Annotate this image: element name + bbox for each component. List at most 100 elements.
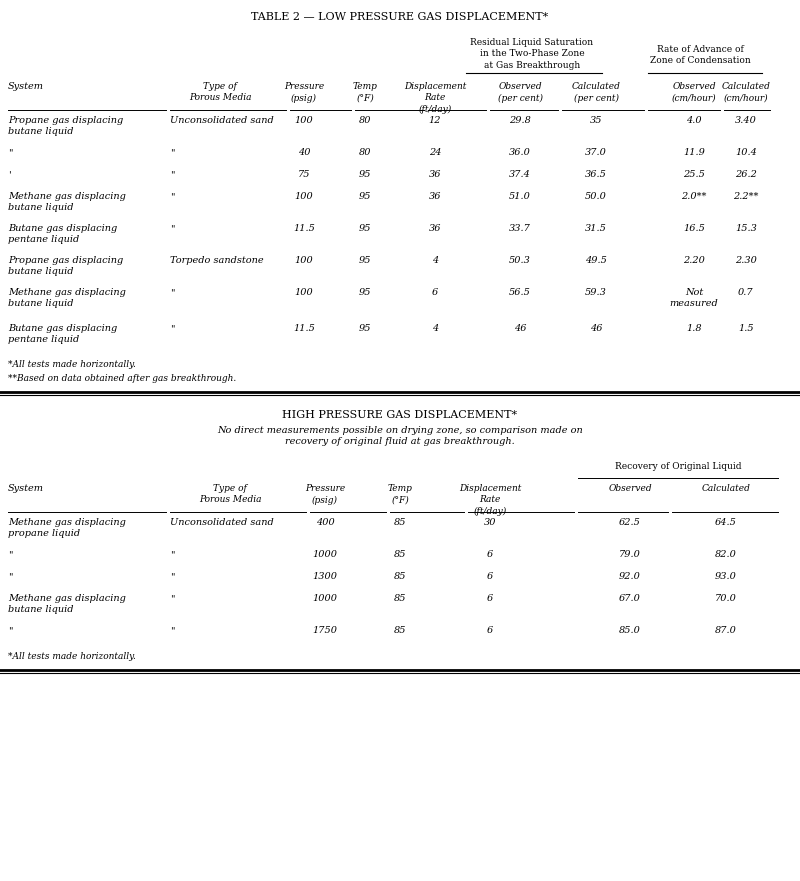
Text: 100: 100 [294, 192, 314, 201]
Text: 26.2: 26.2 [735, 170, 757, 179]
Text: 56.5: 56.5 [509, 288, 531, 297]
Text: 67.0: 67.0 [619, 594, 641, 603]
Text: 36: 36 [429, 170, 442, 179]
Text: Temp
(°F): Temp (°F) [387, 484, 413, 505]
Text: 46: 46 [590, 324, 602, 333]
Text: 85: 85 [394, 550, 406, 559]
Text: Calculated: Calculated [702, 484, 750, 493]
Text: 400: 400 [316, 518, 334, 527]
Text: ": " [170, 148, 174, 157]
Text: ": " [8, 626, 13, 635]
Text: No direct measurements possible on drying zone, so comparison made on
recovery o: No direct measurements possible on dryin… [217, 426, 583, 447]
Text: 75: 75 [298, 170, 310, 179]
Text: 50.0: 50.0 [585, 192, 607, 201]
Text: Not
measured: Not measured [670, 288, 718, 308]
Text: 3.40: 3.40 [735, 116, 757, 125]
Text: Calculated
(per cent): Calculated (per cent) [571, 82, 621, 102]
Text: 1.8: 1.8 [686, 324, 702, 333]
Text: Propane gas displacing
butane liquid: Propane gas displacing butane liquid [8, 116, 123, 137]
Text: Residual Liquid Saturation
in the Two-Phase Zone
at Gas Breakthrough: Residual Liquid Saturation in the Two-Ph… [470, 38, 594, 70]
Text: *All tests made horizontally.: *All tests made horizontally. [8, 360, 136, 369]
Text: 2.0**: 2.0** [682, 192, 706, 201]
Text: ": " [8, 550, 13, 559]
Text: 95: 95 [358, 324, 371, 333]
Text: 46: 46 [514, 324, 526, 333]
Text: 85.0: 85.0 [619, 626, 641, 635]
Text: ": " [170, 224, 174, 233]
Text: Unconsolidated sand: Unconsolidated sand [170, 518, 274, 527]
Text: 49.5: 49.5 [585, 256, 607, 265]
Text: ": " [170, 626, 174, 635]
Text: Methane gas displacing
butane liquid: Methane gas displacing butane liquid [8, 594, 126, 614]
Text: Type of
Porous Media: Type of Porous Media [198, 484, 262, 505]
Text: 92.0: 92.0 [619, 572, 641, 581]
Text: Observed
(cm/hour): Observed (cm/hour) [672, 82, 716, 102]
Text: 33.7: 33.7 [509, 224, 531, 233]
Text: 100: 100 [294, 116, 314, 125]
Text: 16.5: 16.5 [683, 224, 705, 233]
Text: Observed: Observed [608, 484, 652, 493]
Text: 85: 85 [394, 572, 406, 581]
Text: ": " [170, 288, 174, 297]
Text: 37.4: 37.4 [509, 170, 531, 179]
Text: Torpedo sandstone: Torpedo sandstone [170, 256, 264, 265]
Text: 93.0: 93.0 [715, 572, 737, 581]
Text: 35: 35 [590, 116, 602, 125]
Text: System: System [8, 484, 44, 493]
Text: 11.9: 11.9 [683, 148, 705, 157]
Text: 80: 80 [358, 116, 371, 125]
Text: 4.0: 4.0 [686, 116, 702, 125]
Text: 85: 85 [394, 594, 406, 603]
Text: 82.0: 82.0 [715, 550, 737, 559]
Text: 12: 12 [429, 116, 442, 125]
Text: Methane gas displacing
butane liquid: Methane gas displacing butane liquid [8, 192, 126, 212]
Text: Temp
(°F): Temp (°F) [353, 82, 378, 102]
Text: 70.0: 70.0 [715, 594, 737, 603]
Text: 36: 36 [429, 224, 442, 233]
Text: TABLE 2 — LOW PRESSURE GAS DISPLACEMENT*: TABLE 2 — LOW PRESSURE GAS DISPLACEMENT* [251, 12, 549, 22]
Text: 15.3: 15.3 [735, 224, 757, 233]
Text: *All tests made horizontally.: *All tests made horizontally. [8, 652, 136, 661]
Text: Displacement
Rate
(ft/day): Displacement Rate (ft/day) [459, 484, 521, 516]
Text: 85: 85 [394, 626, 406, 635]
Text: Calculated
(cm/hour): Calculated (cm/hour) [722, 82, 770, 102]
Text: 6: 6 [432, 288, 438, 297]
Text: 79.0: 79.0 [619, 550, 641, 559]
Text: ": " [170, 324, 174, 333]
Text: 4: 4 [432, 256, 438, 265]
Text: HIGH PRESSURE GAS DISPLACEMENT*: HIGH PRESSURE GAS DISPLACEMENT* [282, 410, 518, 420]
Text: ": " [8, 572, 13, 581]
Text: Recovery of Original Liquid: Recovery of Original Liquid [614, 462, 742, 471]
Text: 100: 100 [294, 288, 314, 297]
Text: Pressure
(psig): Pressure (psig) [284, 82, 324, 102]
Text: 87.0: 87.0 [715, 626, 737, 635]
Text: Butane gas displacing
pentane liquid: Butane gas displacing pentane liquid [8, 224, 118, 244]
Text: System: System [8, 82, 44, 91]
Text: Rate of Advance of
Zone of Condensation: Rate of Advance of Zone of Condensation [650, 45, 750, 65]
Text: 1000: 1000 [313, 594, 338, 603]
Text: 11.5: 11.5 [293, 224, 315, 233]
Text: 36.0: 36.0 [509, 148, 531, 157]
Text: ": " [170, 594, 174, 603]
Text: **Based on data obtained after gas breakthrough.: **Based on data obtained after gas break… [8, 374, 236, 383]
Text: 95: 95 [358, 170, 371, 179]
Text: 30: 30 [484, 518, 496, 527]
Text: Propane gas displacing
butane liquid: Propane gas displacing butane liquid [8, 256, 123, 277]
Text: 95: 95 [358, 256, 371, 265]
Text: 51.0: 51.0 [509, 192, 531, 201]
Text: 1750: 1750 [313, 626, 338, 635]
Text: 95: 95 [358, 192, 371, 201]
Text: 4: 4 [432, 324, 438, 333]
Text: 6: 6 [487, 594, 493, 603]
Text: 2.30: 2.30 [735, 256, 757, 265]
Text: 37.0: 37.0 [585, 148, 607, 157]
Text: 59.3: 59.3 [585, 288, 607, 297]
Text: 80: 80 [358, 148, 371, 157]
Text: 2.20: 2.20 [683, 256, 705, 265]
Text: ': ' [8, 170, 10, 179]
Text: 0.7: 0.7 [738, 288, 754, 297]
Text: Observed
(per cent): Observed (per cent) [498, 82, 542, 102]
Text: 40: 40 [298, 148, 310, 157]
Text: 64.5: 64.5 [715, 518, 737, 527]
Text: 6: 6 [487, 572, 493, 581]
